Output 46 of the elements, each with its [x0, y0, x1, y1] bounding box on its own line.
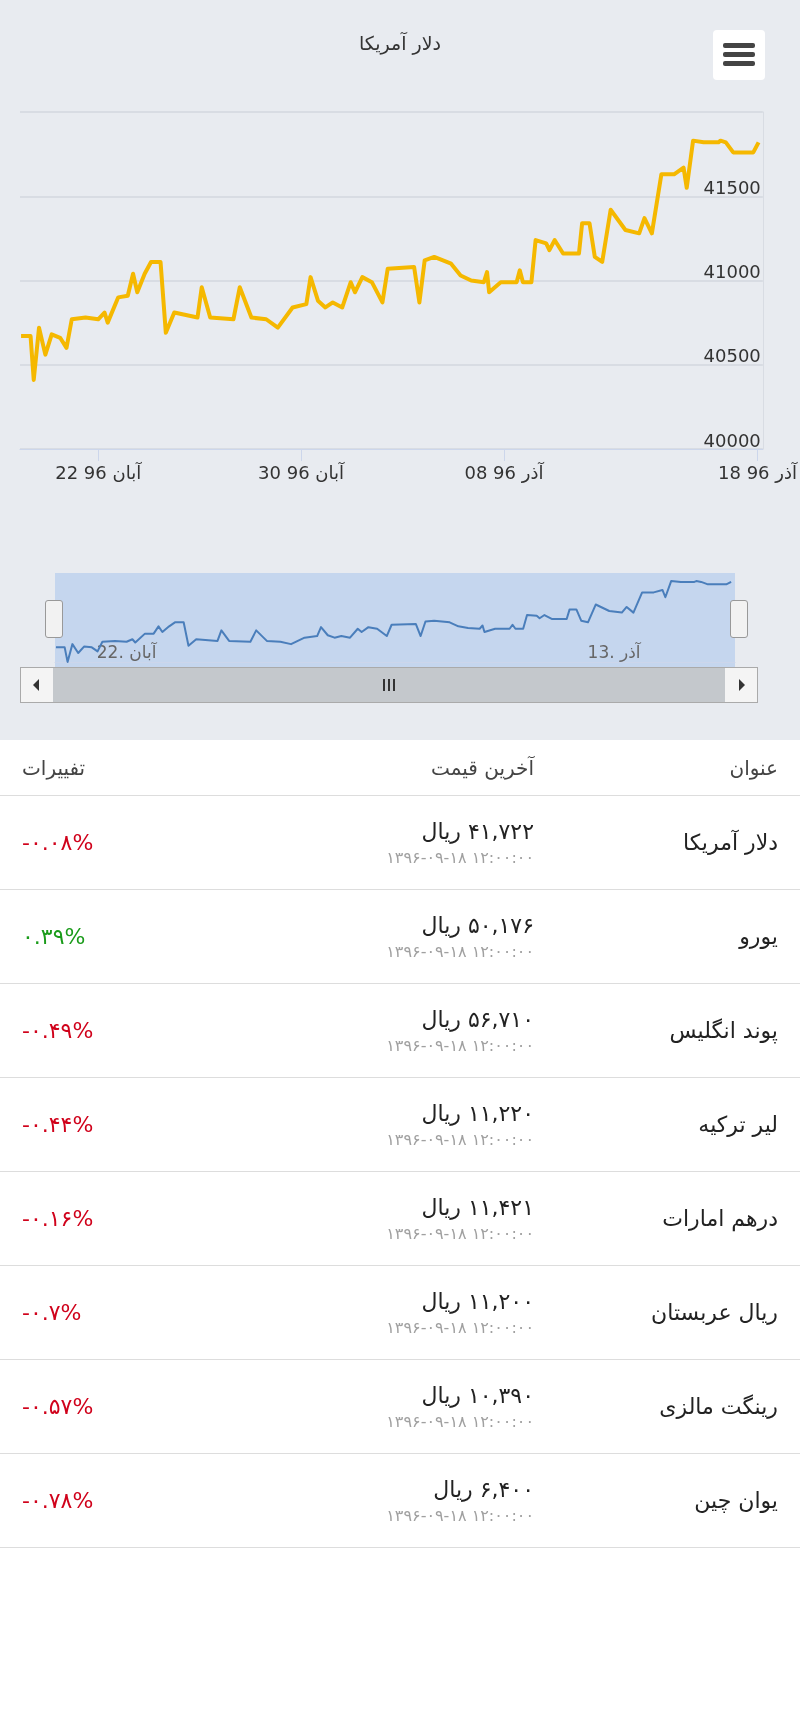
data-label: ۱۰,۳۹۰ ریال [420, 1382, 534, 1408]
text: ۱۳۹۶-۰۹-۱۸ ۱۲:۰۰:۰۰ [385, 1129, 534, 1149]
text: ۱۳۹۶-۰۹-۱۸ ۱۲:۰۰:۰۰ [385, 1223, 534, 1243]
text: تفییرات [0, 740, 174, 796]
x-tick-label: 08 96 آذر [464, 460, 545, 483]
y-tick-label: 41500 [703, 176, 761, 198]
data-label: -۰.۷۸% [22, 1488, 95, 1513]
category-label: دلار آمریکا [556, 795, 800, 890]
text: ۱۳۹۶-۰۹-۱۸ ۱۲:۰۰:۰۰ [385, 1317, 534, 1337]
legend-label: آخرین قیمت [174, 740, 556, 796]
data-label: ۵۰,۱۷۶ ریال [420, 912, 534, 938]
text: عنوان [556, 740, 800, 796]
x-tick-label: 22 96 آبان [55, 460, 143, 483]
x-tick-label: 22. آبان [96, 640, 158, 662]
text: ۱۳۹۶-۰۹-۱۸ ۱۲:۰۰:۰۰ [385, 941, 534, 961]
text: ۱۳۹۶-۰۹-۱۸ ۱۲:۰۰:۰۰ [385, 1035, 534, 1055]
text: ۱۳۹۶-۰۹-۱۸ ۱۲:۰۰:۰۰ [385, 1505, 534, 1525]
data-label: ۵۶,۷۱۰ ریال [420, 1006, 534, 1032]
category-label: رینگت مالزی [556, 1359, 800, 1454]
category-label: یوان چین [556, 1453, 800, 1548]
text: ۱۳۹۶-۰۹-۱۸ ۱۲:۰۰:۰۰ [385, 847, 534, 867]
data-label: ۰.۳۹% [22, 924, 87, 949]
y-tick-label: 41000 [703, 261, 761, 282]
data-label: ۴۱,۷۲۲ ریال [420, 818, 534, 844]
category-label: درهم امارات [556, 1171, 800, 1266]
data-label: ۱۱,۴۲۱ ریال [420, 1194, 534, 1220]
category-label: ریال عربستان [556, 1265, 800, 1360]
chart-title: دلار آمریکا [358, 30, 442, 55]
text: ۱۳۹۶-۰۹-۱۸ ۱۲:۰۰:۰۰ [385, 1411, 534, 1431]
category-label: یورو [556, 889, 800, 984]
data-label: ۱۱,۲۲۰ ریال [420, 1100, 534, 1126]
x-tick-label: 18 96 آذر [718, 460, 798, 483]
data-label: -۰.۷% [22, 1300, 83, 1325]
category-label: پوند انگلیس [556, 983, 800, 1078]
data-label: -۰.۱۶% [22, 1206, 95, 1231]
data-label: -۰.۴۴% [22, 1112, 95, 1137]
data-label: ۶,۴۰۰ ریال [432, 1476, 534, 1502]
data-label: -۰.۵۷% [22, 1394, 95, 1419]
category-label: لیر ترکیه [556, 1077, 800, 1172]
x-tick-label: 13. آذر [587, 640, 642, 662]
data-label: -۰.۰۸% [22, 830, 95, 855]
data-label: -۰.۴۹% [22, 1018, 95, 1043]
data-label: ۱۱,۲۰۰ ریال [420, 1288, 534, 1314]
y-tick-label: 40000 [703, 429, 761, 451]
x-tick-label: 30 96 آبان [258, 460, 346, 483]
y-tick-label: 40500 [703, 345, 761, 367]
